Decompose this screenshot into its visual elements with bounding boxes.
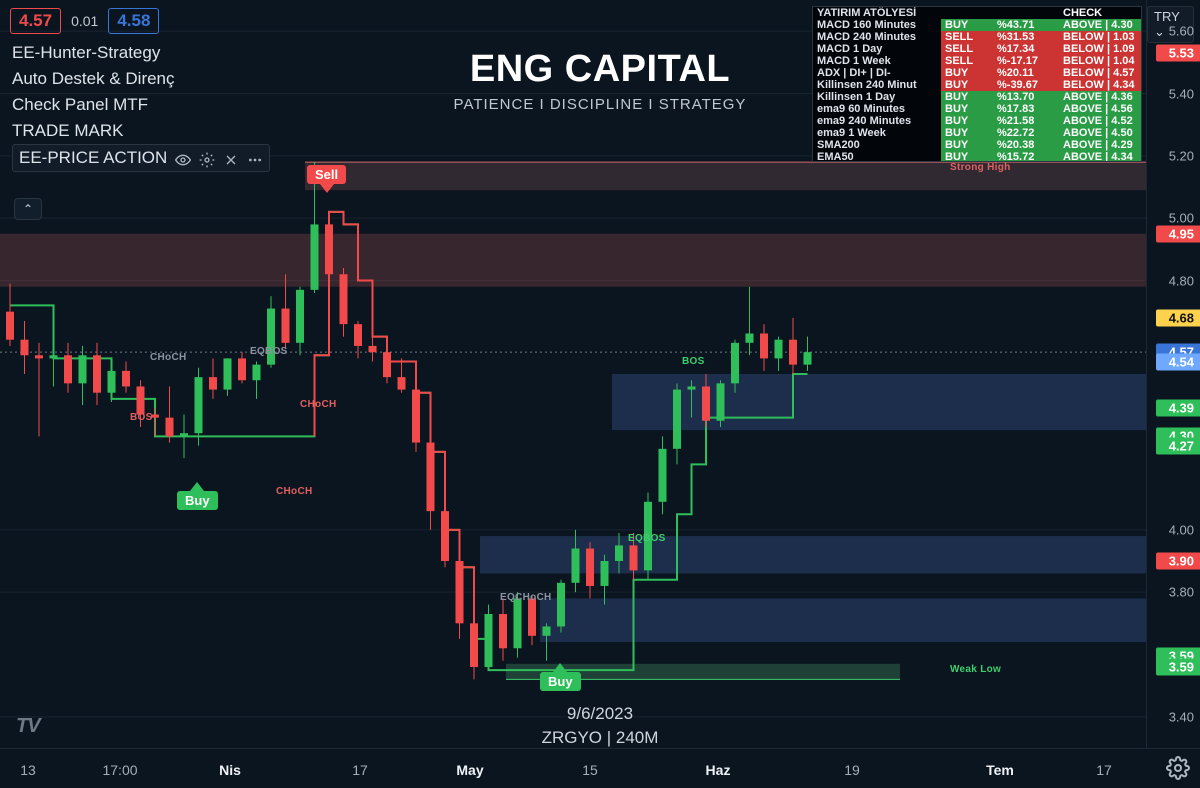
price-tick: 4.80 — [1169, 273, 1194, 288]
sell-marker: Sell — [307, 165, 346, 184]
price-tag: 4.39 — [1156, 400, 1200, 417]
price-tag: 3.90 — [1156, 553, 1200, 570]
watermark-date: 9/6/2023 — [0, 704, 1200, 724]
price-tag: 4.95 — [1156, 225, 1200, 242]
buy-marker: Buy — [540, 672, 581, 691]
structure-label: EQCHoCH — [500, 592, 552, 603]
structure-label: BOS — [130, 412, 153, 423]
indicator-item[interactable]: TRADE MARK — [12, 118, 270, 144]
price-tick: 3.80 — [1169, 585, 1194, 600]
price-tag: 4.68 — [1156, 309, 1200, 326]
time-tick: Tem — [986, 762, 1014, 778]
structure-label: CHoCH — [150, 352, 187, 363]
price-tag: 3.59 — [1156, 658, 1200, 675]
time-tick: 17:00 — [102, 762, 137, 778]
ask-price[interactable]: 4.58 — [108, 8, 159, 34]
time-tick: May — [456, 762, 483, 778]
price-tag: 4.27 — [1156, 437, 1200, 454]
screener-row: MACD 240 MinutesSELL%31.53BELOW | 1.03 — [813, 31, 1141, 43]
indicator-item-active[interactable]: EE-PRICE ACTION — [12, 144, 270, 172]
price-tick: 5.20 — [1169, 148, 1194, 163]
time-axis[interactable]: 13 17:00 Nis 17 May 15 Haz 19 Tem 17 — [0, 748, 1200, 788]
screener-row: MACD 1 DaySELL%17.34BELOW | 1.09 — [813, 43, 1141, 55]
more-icon[interactable] — [247, 150, 263, 166]
screener-row: YATIRIM ATÖLYESİCHECK PERCENTAGE ALTI — [813, 7, 1141, 19]
indicator-label: EE-Hunter-Strategy — [12, 40, 160, 66]
structure-label: CHoCH — [276, 486, 313, 497]
price-tick: 5.00 — [1169, 211, 1194, 226]
bid-price[interactable]: 4.57 — [10, 8, 61, 34]
time-tick: Haz — [706, 762, 731, 778]
close-icon[interactable] — [223, 150, 239, 166]
screener-row: MACD 160 MinutesBUY%43.71ABOVE | 4.30 — [813, 19, 1141, 31]
screener-row: ADX | DI+ | DI-BUY%20.11BELOW | 4.57 — [813, 67, 1141, 79]
indicator-label: Auto Destek & Direnç — [12, 66, 175, 92]
indicator-item[interactable]: Auto Destek & Direnç — [12, 66, 270, 92]
collapse-indicators-button[interactable]: ⌃ — [14, 198, 42, 220]
screener-row: Killinsen 1 DayBUY%13.70ABOVE | 4.36 — [813, 91, 1141, 103]
structure-label: Weak Low — [950, 664, 1001, 675]
spread-value: 0.01 — [71, 13, 98, 29]
price-tick: 4.00 — [1169, 522, 1194, 537]
screener-row: ema9 60 MinutesBUY%17.83ABOVE | 4.56 — [813, 103, 1141, 115]
screener-row: EMA50BUY%15.72ABOVE | 4.34 — [813, 151, 1141, 162]
time-tick: 19 — [844, 762, 860, 778]
screener-row: Killinsen 240 MinutBUY%-39.67BELOW | 4.3… — [813, 79, 1141, 91]
indicator-label: Check Panel MTF — [12, 92, 148, 118]
indicator-label: EE-PRICE ACTION — [19, 145, 167, 171]
screener-row: ema9 1 WeekBUY%22.72ABOVE | 4.50 — [813, 127, 1141, 139]
indicator-label: TRADE MARK — [12, 118, 123, 144]
price-tag: 4.54 — [1156, 353, 1200, 370]
screener-row: SMA200BUY%20.38ABOVE | 4.29 — [813, 139, 1141, 151]
price-tick: 5.60 — [1169, 24, 1194, 39]
settings-icon[interactable] — [199, 150, 215, 166]
time-tick: 17 — [352, 762, 368, 778]
time-tick: 13 — [20, 762, 36, 778]
screener-row: MACD 1 WeekSELL%-17.17BELOW | 1.04 — [813, 55, 1141, 67]
watermark-symbol: ZRGYO | 240M — [0, 728, 1200, 748]
price-boxes: 4.57 0.01 4.58 — [10, 8, 159, 34]
structure-label: Strong High — [950, 162, 1011, 173]
axis-settings-icon[interactable] — [1166, 756, 1190, 780]
indicator-list: EE-Hunter-Strategy Auto Destek & Direnç … — [12, 40, 270, 172]
structure-label: BOS — [682, 356, 705, 367]
structure-label: CHoCH — [300, 399, 337, 410]
buy-marker: Buy — [177, 491, 218, 510]
screener-row: ema9 240 MinutesBUY%21.58ABOVE | 4.52 — [813, 115, 1141, 127]
structure-label: EQBOS — [250, 346, 288, 357]
structure-label: EQBOS — [628, 533, 666, 544]
time-tick: 15 — [582, 762, 598, 778]
tradingview-logo: TV — [16, 715, 40, 738]
time-tick: Nis — [219, 762, 241, 778]
indicator-item[interactable]: Check Panel MTF — [12, 92, 270, 118]
time-tick: 17 — [1096, 762, 1112, 778]
screener-panel[interactable]: YATIRIM ATÖLYESİCHECK PERCENTAGE ALTIMAC… — [812, 6, 1142, 162]
indicator-item[interactable]: EE-Hunter-Strategy — [12, 40, 270, 66]
visibility-icon[interactable] — [175, 150, 191, 166]
